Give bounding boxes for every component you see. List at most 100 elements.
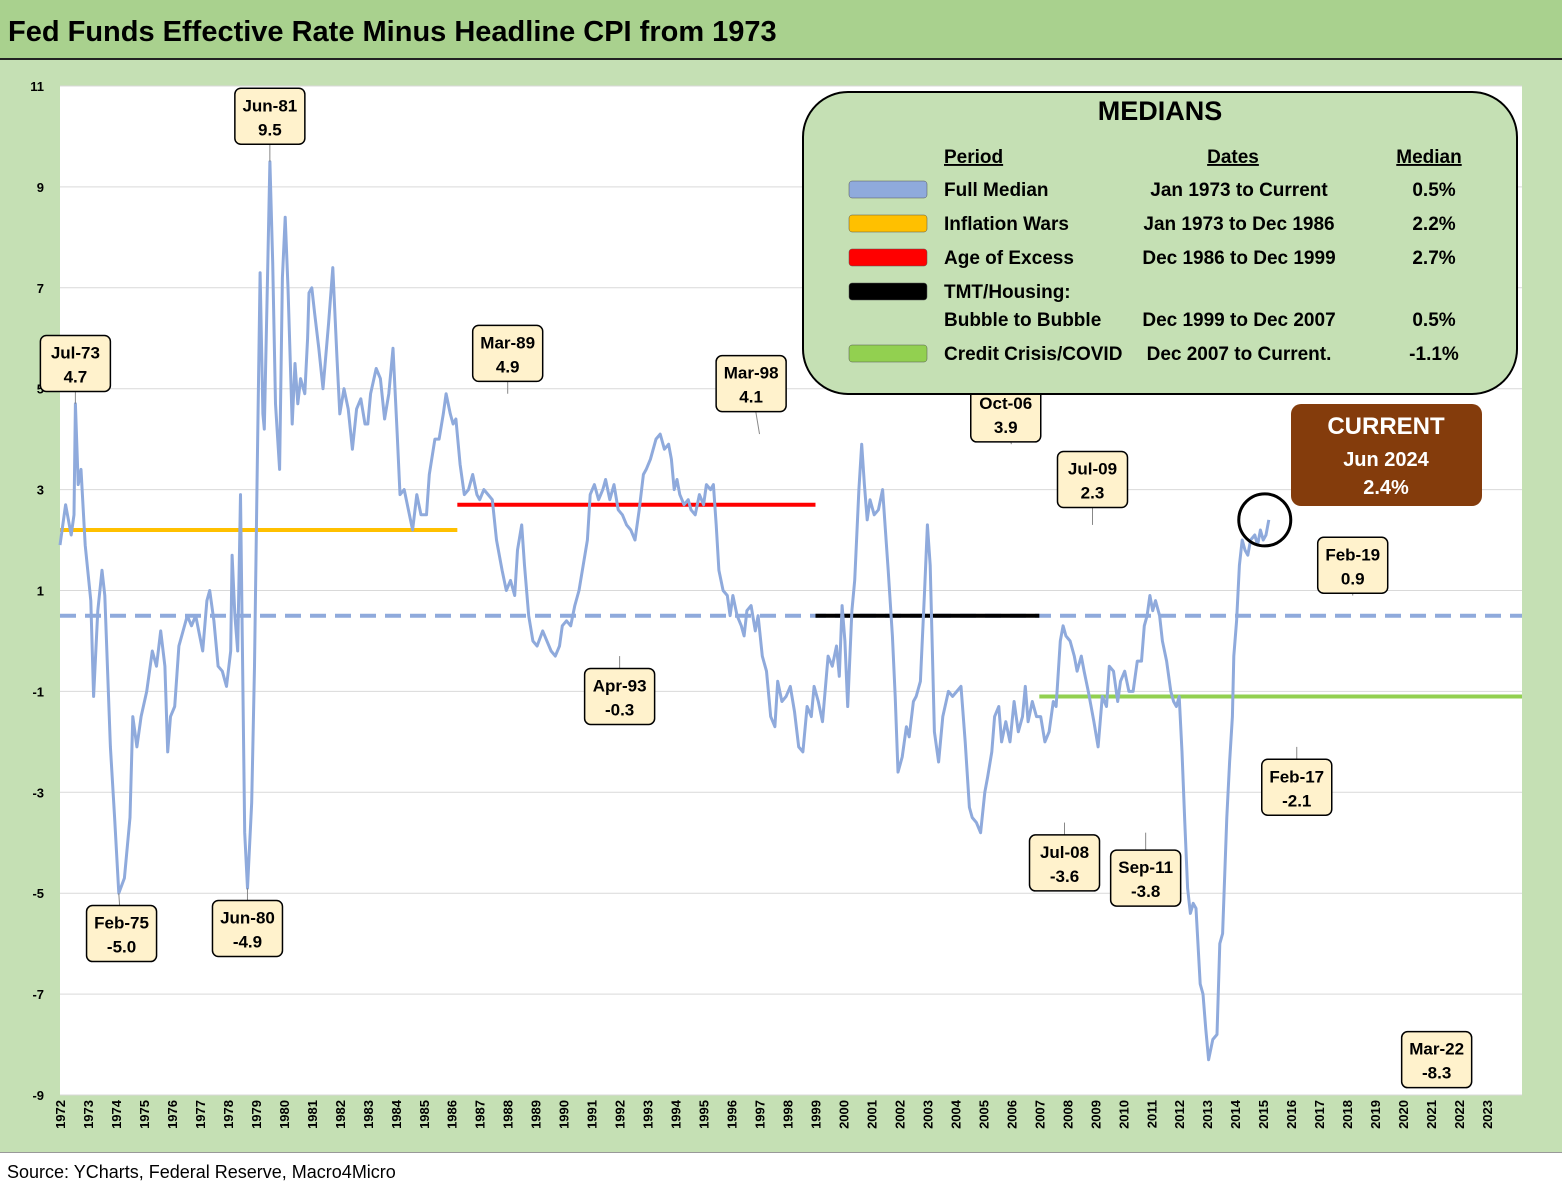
x-tick-label: 1996: [725, 1100, 740, 1129]
y-tick-label: 9: [37, 180, 44, 195]
x-tick-label: 2005: [976, 1100, 991, 1129]
annotation-date: Mar-22: [1409, 1040, 1464, 1059]
annotation-value: 9.5: [258, 120, 282, 139]
legend-header-median: Median: [1396, 147, 1461, 168]
y-tick-label: 11: [30, 79, 44, 94]
x-tick-label: 2012: [1172, 1100, 1187, 1129]
legend-dates: Dec 2007 to Current.: [1147, 344, 1332, 365]
annotation-frame: [583, 667, 656, 726]
annotation-date: Mar-89: [480, 333, 535, 352]
annotation-box: Jul-73 4.7: [39, 334, 112, 393]
y-tick-label: 3: [37, 483, 44, 498]
legend-period: Bubble to Bubble: [944, 310, 1101, 331]
x-tick-label: 2009: [1088, 1100, 1103, 1129]
footer: Source: YCharts, Federal Reserve, Macro4…: [0, 1152, 1562, 1190]
legend-median: -1.1%: [1409, 344, 1459, 365]
x-tick-label: 1977: [193, 1100, 208, 1129]
x-tick-label: 1979: [249, 1100, 264, 1129]
current-box-bg: [1291, 404, 1482, 506]
annotation-box: Apr-93 -0.3: [583, 667, 656, 726]
annotation-frame: [1261, 758, 1333, 817]
x-tick-label: 2013: [1200, 1100, 1215, 1129]
annotation-value: -2.1: [1282, 791, 1311, 810]
annotation-value: 0.9: [1341, 569, 1365, 588]
x-tick-label: 1985: [417, 1100, 432, 1129]
annotation-value: 3.9: [994, 418, 1018, 437]
annotation-box: Jun-80 -4.9: [211, 899, 284, 958]
title-bar: Fed Funds Effective Rate Minus Headline …: [0, 0, 1562, 60]
current-line3: 2.4%: [1363, 477, 1409, 499]
annotation-value: 4.1: [739, 388, 763, 407]
annotation-value: -8.3: [1422, 1064, 1451, 1083]
chart-title: Fed Funds Effective Rate Minus Headline …: [8, 16, 777, 48]
x-tick-label: 1994: [669, 1099, 684, 1129]
legend-median: 0.5%: [1412, 180, 1455, 201]
x-tick-label: 2007: [1032, 1100, 1047, 1129]
x-tick-label: 1975: [137, 1100, 152, 1129]
x-tick-label: 2002: [892, 1100, 907, 1129]
annotation-value: 4.7: [64, 367, 88, 386]
medians-legend: MEDIANS Period Dates Median Full Median Jan 1…: [802, 91, 1518, 395]
x-tick-label: 2014: [1228, 1099, 1243, 1129]
annotation-frame: [471, 324, 544, 383]
annotation-box: Oct-06 3.9: [970, 385, 1042, 443]
x-tick-label: 1987: [473, 1100, 488, 1129]
x-tick-label: 2001: [864, 1100, 879, 1129]
x-tick-label: 1972: [53, 1100, 68, 1129]
annotation-frame: [1056, 450, 1129, 509]
x-tick-label: 2020: [1396, 1100, 1411, 1129]
x-tick-label: 1989: [529, 1100, 544, 1129]
x-tick-label: 1983: [361, 1100, 376, 1129]
annotation-date: Mar-98: [724, 364, 779, 383]
current-line2: Jun 2024: [1343, 449, 1429, 471]
annotation-value: -3.6: [1050, 867, 1079, 886]
legend-dates: Dec 1986 to Dec 1999: [1142, 248, 1335, 269]
annotation-frame: [715, 354, 787, 413]
y-tick-label: 7: [37, 281, 44, 296]
y-tick-label: 5: [37, 382, 44, 397]
legend-title: MEDIANS: [1098, 96, 1223, 126]
annotation-frame: [1400, 1030, 1473, 1089]
legend-swatch: [848, 248, 928, 267]
legend-swatch: [848, 282, 928, 301]
annotation-date: Jun-80: [220, 909, 275, 928]
current-box: CURRENT Jun 2024 2.4%: [1291, 404, 1482, 506]
y-tick-label: -5: [32, 886, 44, 901]
x-tick-label: 1976: [165, 1100, 180, 1129]
annotation-frame: [85, 904, 158, 963]
annotation-box: Jul-09 2.3: [1056, 450, 1129, 509]
legend-swatch: [848, 214, 928, 233]
annotation-value: 2.3: [1081, 484, 1105, 503]
legend-period: Credit Crisis/COVID: [944, 344, 1122, 365]
x-tick-label: 1992: [613, 1100, 628, 1129]
x-tick-label: 2000: [836, 1100, 851, 1129]
legend-period: Inflation Wars: [944, 214, 1069, 235]
annotation-date: Apr-93: [593, 676, 647, 695]
x-tick-label: 1973: [81, 1100, 96, 1129]
x-tick-label: 1990: [557, 1100, 572, 1129]
legend-header-period: Period: [944, 147, 1003, 168]
x-tick-label: 1982: [333, 1100, 348, 1129]
x-tick-label: 1997: [753, 1100, 768, 1129]
annotation-date: Jul-73: [51, 343, 100, 362]
y-tick-label: -7: [32, 987, 44, 1002]
x-tick-label: 1993: [641, 1100, 656, 1129]
x-tick-label: 1991: [585, 1100, 600, 1129]
x-tick-label: 2010: [1116, 1100, 1131, 1129]
legend-dates: Dec 1999 to Dec 2007: [1142, 310, 1335, 331]
annotation-date: Jul-09: [1068, 460, 1117, 479]
x-tick-label: 2006: [1004, 1100, 1019, 1129]
x-tick-label: 2008: [1060, 1100, 1075, 1129]
y-tick-label: 1: [37, 584, 44, 599]
x-tick-label: 2011: [1144, 1100, 1159, 1128]
legend-median: 0.5%: [1412, 310, 1455, 331]
annotation-value: -0.3: [605, 700, 634, 719]
annotation-box: Feb-17 -2.1: [1261, 758, 1333, 817]
legend-dates: Jan 1973 to Dec 1986: [1143, 214, 1334, 235]
legend-period: Age of Excess: [944, 248, 1074, 269]
current-marker-circle: [1237, 492, 1293, 548]
annotation-date: Feb-17: [1269, 767, 1324, 786]
annotation-date: Sep-11: [1118, 858, 1173, 877]
x-tick-label: 1986: [445, 1100, 460, 1129]
x-tick-label: 2018: [1340, 1100, 1355, 1129]
